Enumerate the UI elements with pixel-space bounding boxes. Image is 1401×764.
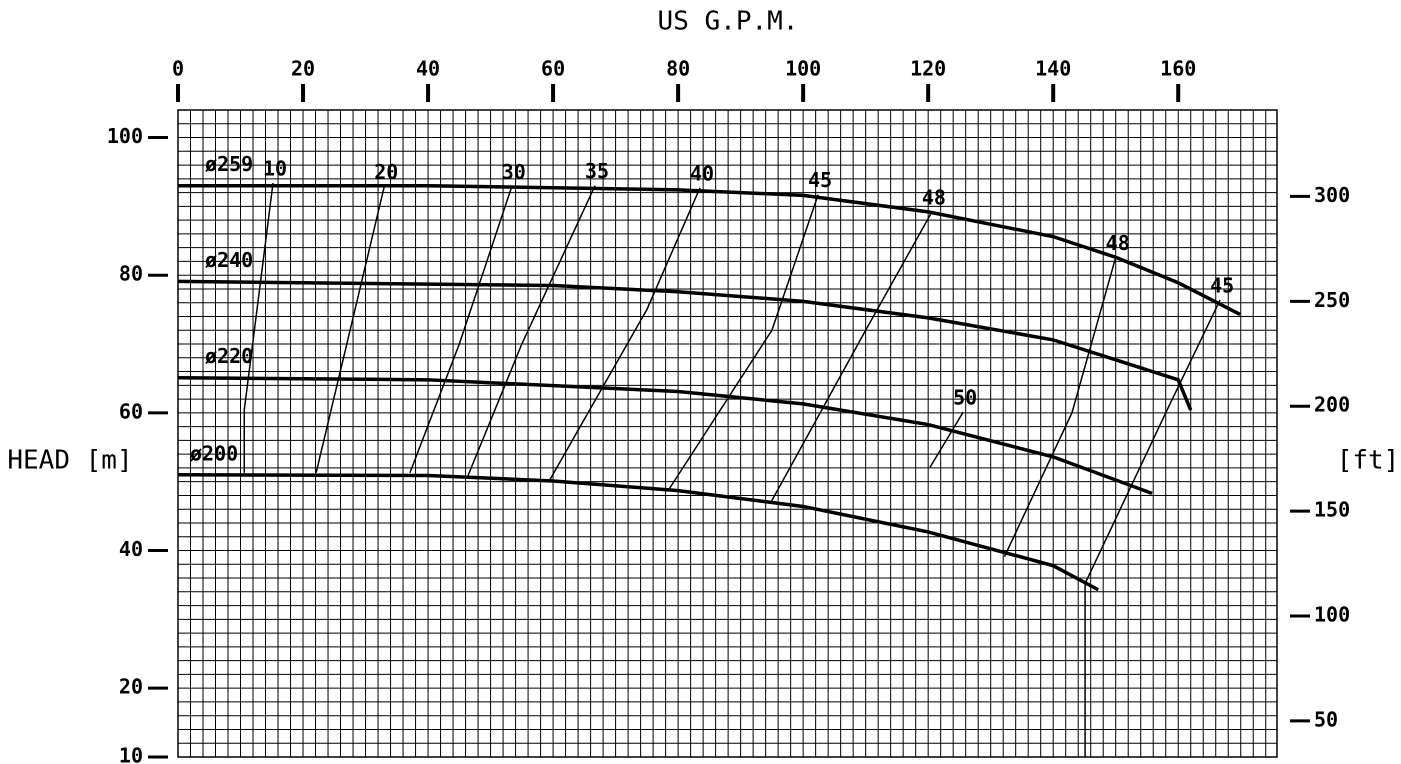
y2-tick-label: 50 [1314, 707, 1338, 731]
curve-label: ø200 [190, 441, 238, 465]
x-tick-label: 160 [1160, 57, 1196, 81]
y-axis-label: HEAD [m] [7, 446, 132, 476]
efficiency-label: 48 [1106, 231, 1130, 255]
efficiency-label: 45 [808, 168, 832, 192]
head-curve [177, 473, 1100, 592]
y2-tick-label: 200 [1314, 393, 1350, 417]
efficiency-label: 10 [263, 156, 287, 180]
y2-tick-label: 100 [1314, 603, 1350, 627]
efficiency-label: 45 [1210, 273, 1234, 297]
x-tick-label: 100 [785, 57, 821, 81]
y2-axis-label: [ft] [1337, 446, 1400, 476]
y-tick-label: 100 [107, 124, 143, 148]
efficiency-line [1084, 299, 1221, 757]
y2-tick-label: 250 [1314, 288, 1350, 312]
efficiency-line [467, 185, 596, 476]
chart-title: US G.P.M. [658, 7, 799, 37]
efficiency-label: 35 [585, 159, 609, 183]
x-tick-label: 140 [1035, 57, 1071, 81]
x-tick-label: 0 [172, 57, 184, 81]
y-tick-label: 20 [119, 675, 143, 699]
efficiency-line [929, 411, 964, 468]
y2-tick-label: 150 [1314, 498, 1350, 522]
efficiency-line [409, 186, 513, 474]
head-curve [177, 279, 1193, 411]
x-tick-label: 20 [291, 57, 315, 81]
efficiency-line [243, 182, 274, 473]
efficiency-label: 20 [374, 160, 398, 184]
efficiency-label: 40 [690, 161, 714, 185]
plot-border [177, 109, 1278, 758]
efficiency-line [770, 211, 933, 503]
y-tick-label: 80 [119, 262, 143, 286]
efficiency-line [667, 194, 819, 492]
efficiency-line [315, 186, 386, 473]
x-tick-label: 60 [541, 57, 565, 81]
curve-label: ø240 [205, 248, 253, 272]
x-tick-label: 120 [910, 57, 946, 81]
y2-tick-label: 300 [1314, 183, 1350, 207]
y-tick-label: 10 [119, 744, 143, 764]
efficiency-label: 48 [922, 185, 946, 209]
efficiency-line [549, 187, 701, 480]
y-tick-label: 60 [119, 399, 143, 423]
x-tick-label: 80 [666, 57, 690, 81]
curve-label: ø259 [205, 152, 253, 176]
efficiency-line [1003, 257, 1117, 558]
x-tick-label: 40 [416, 57, 440, 81]
y-tick-label: 40 [119, 537, 143, 561]
efficiency-label: 30 [502, 160, 526, 184]
efficiency-label: 50 [953, 386, 977, 410]
head-curve [177, 375, 1153, 496]
curve-label: ø220 [205, 344, 253, 368]
